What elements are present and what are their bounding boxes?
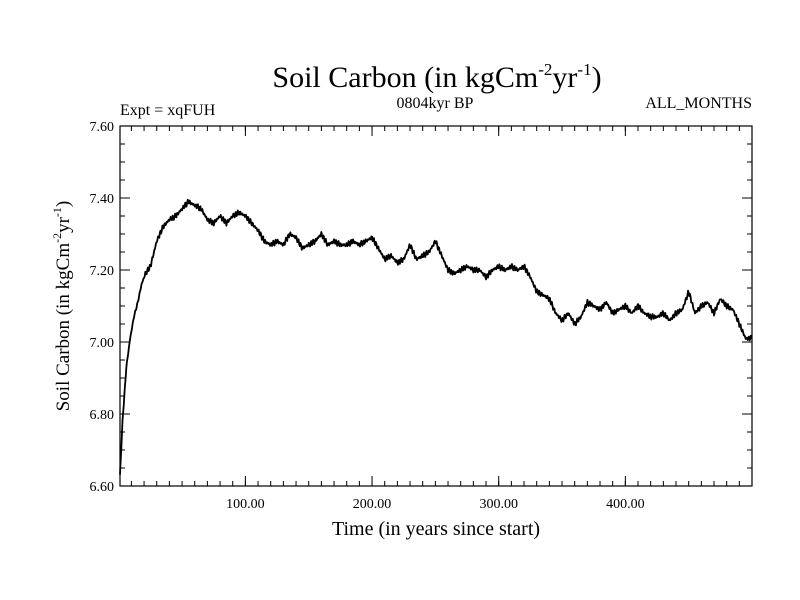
series-layer xyxy=(119,198,753,475)
y-tick-label: 7.60 xyxy=(90,120,115,135)
chart-title: Soil Carbon (in kgCm-2yr-1) xyxy=(272,60,601,94)
x-tick-label: 100.00 xyxy=(226,497,265,512)
x-tick-label: 300.00 xyxy=(479,497,518,512)
x-axis-label: Time (in years since start) xyxy=(332,518,540,540)
y-tick-label: 6.60 xyxy=(90,480,115,495)
x-tick-label: 400.00 xyxy=(606,497,645,512)
y-tick-label: 7.00 xyxy=(90,336,115,351)
series-line xyxy=(119,198,753,475)
y-tick-label: 6.80 xyxy=(90,408,115,423)
y-axis-label: Soil Carbon (in kgCm-2yr-1) xyxy=(50,201,74,412)
x-tick-label: 200.00 xyxy=(353,497,392,512)
months-label: ALL_MONTHS xyxy=(645,95,752,112)
y-tick-label: 7.40 xyxy=(90,192,115,207)
period-label: 0804kyr BP xyxy=(397,95,474,112)
y-tick-label: 7.20 xyxy=(90,264,115,279)
experiment-label: Expt = xqFUH xyxy=(120,102,216,119)
tick-labels: 100.00 200.00 300.00 400.00 6.60 6.80 7.00 7.20… xyxy=(90,120,645,512)
